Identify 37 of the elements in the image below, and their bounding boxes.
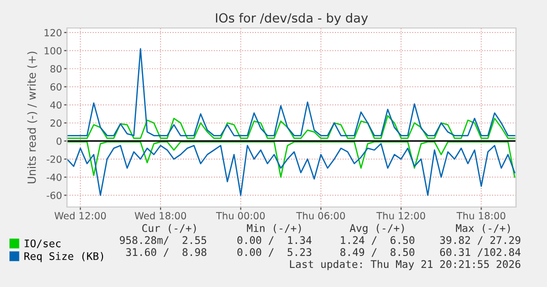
x-tick-label: Wed 12:00 bbox=[54, 212, 106, 220]
text: Cur (-/+) bbox=[142, 224, 196, 234]
y-tick-label: -40 bbox=[46, 174, 62, 181]
text: Avg (-/+) bbox=[350, 224, 404, 234]
text: Max (-/+) bbox=[456, 224, 510, 234]
y-tick-label: 40 bbox=[50, 101, 62, 109]
y-tick-label: -20 bbox=[46, 156, 62, 163]
legend-label: Req Size (KB) bbox=[24, 252, 104, 262]
text: Min (-/+) bbox=[246, 224, 301, 234]
x-tick-label: Thu 00:00 bbox=[216, 212, 265, 220]
chart-title: IOs for /dev/sda - by day bbox=[216, 12, 368, 26]
line-series bbox=[67, 115, 516, 139]
x-tick-label: Wed 18:00 bbox=[134, 212, 186, 220]
text: 0.00 / 5.23 bbox=[237, 248, 312, 257]
y-tick-label: 80 bbox=[50, 65, 62, 73]
line-series bbox=[67, 48, 516, 136]
y-tick-label: 20 bbox=[50, 119, 62, 127]
text: 1.24 / 6.50 bbox=[341, 236, 414, 245]
text: 60.31 /102.84 bbox=[440, 248, 521, 257]
y-axis-title: Units read (-) / write (+) bbox=[27, 52, 38, 184]
y-tick-label: 120 bbox=[44, 29, 62, 36]
x-tick-label: Thu 18:00 bbox=[456, 212, 506, 220]
y-tick-label: 0 bbox=[56, 137, 62, 145]
text: 0.00 / 1.34 bbox=[237, 236, 312, 245]
text: 39.82 / 27.29 bbox=[440, 236, 520, 245]
line-series bbox=[67, 143, 516, 196]
y-tick-label: -60 bbox=[46, 192, 62, 200]
legend-label: IO/sec bbox=[24, 239, 60, 248]
text: 958.28m/ 2.55 bbox=[120, 236, 206, 245]
y-tick-label: 100 bbox=[44, 47, 62, 54]
x-tick-label: Thu 12:00 bbox=[376, 212, 426, 220]
line-series bbox=[67, 141, 516, 178]
y-tick-label: 60 bbox=[50, 83, 62, 91]
text: 8.49 / 8.50 bbox=[340, 248, 414, 257]
text: Last update: Thu May 21 20:21:55 2026 bbox=[290, 260, 520, 270]
text: 31.60 / 8.98 bbox=[126, 248, 206, 257]
x-tick-label: Thu 06:00 bbox=[296, 212, 345, 220]
